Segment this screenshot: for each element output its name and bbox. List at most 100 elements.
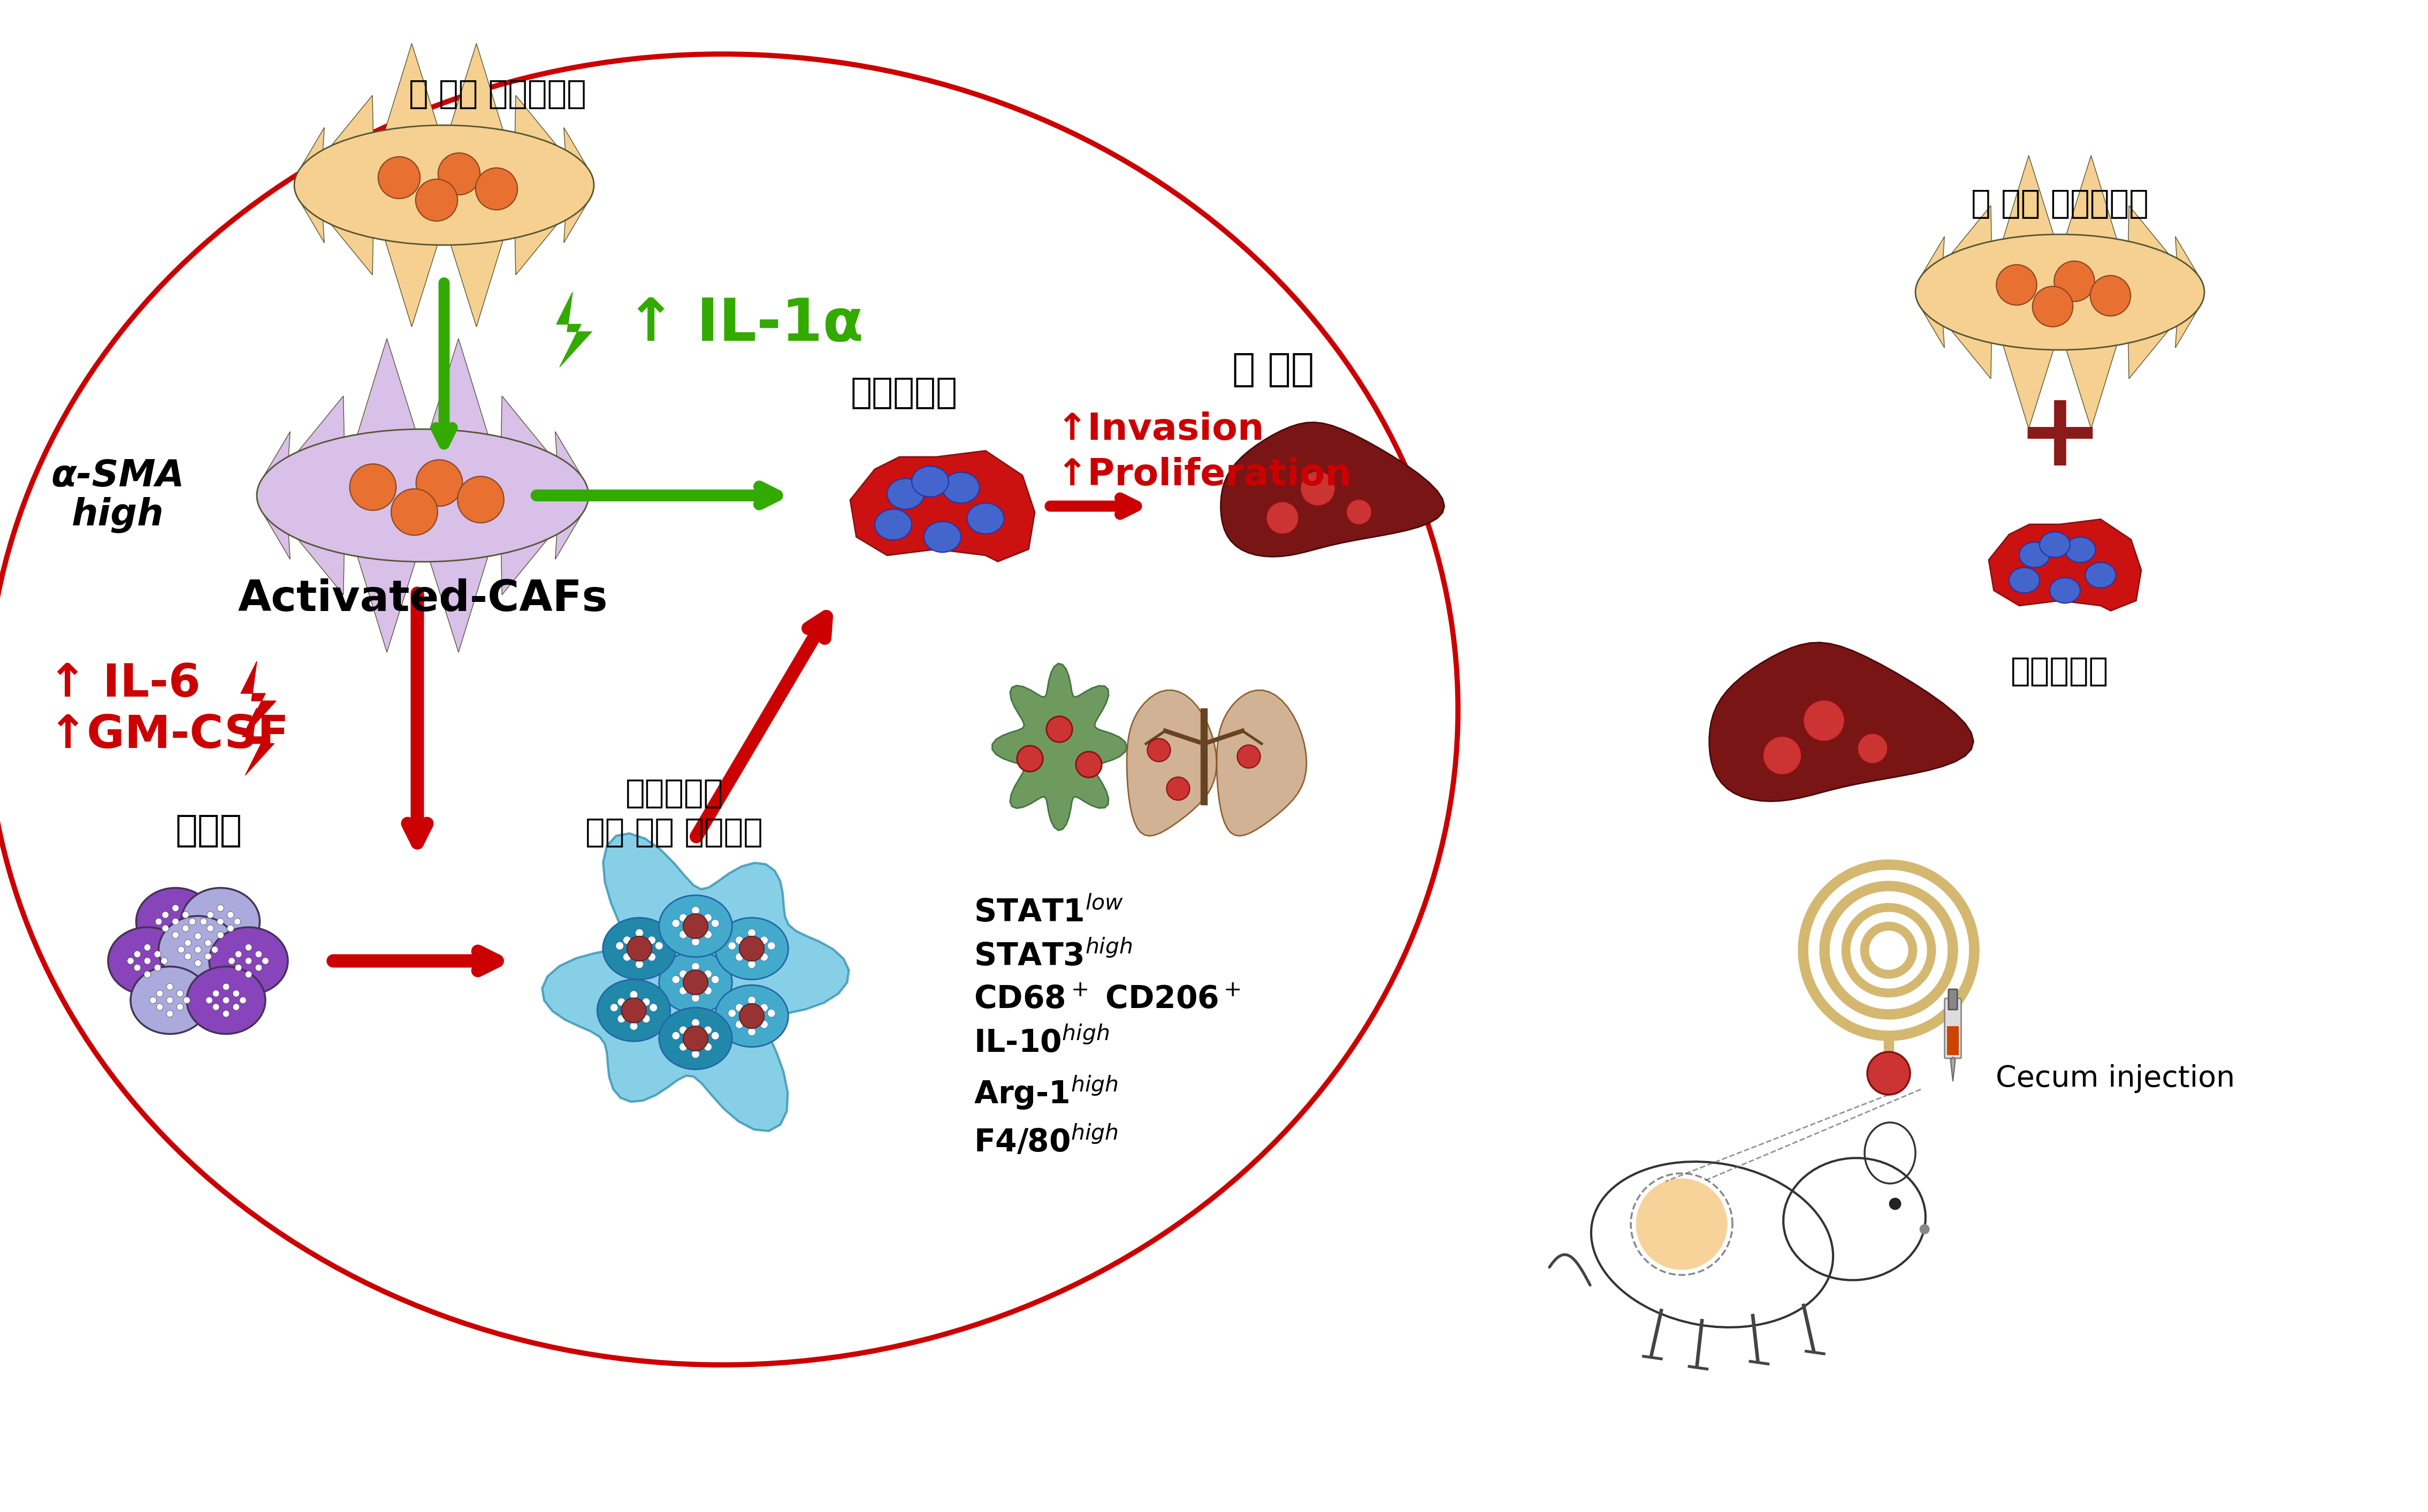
Circle shape bbox=[617, 998, 626, 1005]
Circle shape bbox=[617, 1015, 626, 1022]
Ellipse shape bbox=[109, 927, 187, 995]
Circle shape bbox=[622, 998, 646, 1022]
Circle shape bbox=[182, 925, 189, 931]
Circle shape bbox=[680, 1027, 687, 1034]
Circle shape bbox=[692, 907, 699, 915]
Circle shape bbox=[126, 957, 134, 965]
Circle shape bbox=[629, 990, 639, 998]
Circle shape bbox=[214, 1004, 219, 1010]
Circle shape bbox=[673, 1031, 680, 1040]
Polygon shape bbox=[243, 708, 274, 776]
Circle shape bbox=[656, 942, 663, 950]
Ellipse shape bbox=[158, 916, 238, 983]
Polygon shape bbox=[515, 224, 556, 275]
Ellipse shape bbox=[294, 125, 595, 245]
Circle shape bbox=[2032, 286, 2074, 327]
Circle shape bbox=[185, 939, 192, 947]
Polygon shape bbox=[556, 513, 583, 559]
Circle shape bbox=[648, 936, 656, 943]
Circle shape bbox=[692, 1051, 699, 1058]
Circle shape bbox=[233, 1004, 240, 1010]
Polygon shape bbox=[299, 201, 325, 243]
Circle shape bbox=[1804, 700, 1845, 741]
Ellipse shape bbox=[2086, 562, 2115, 588]
Circle shape bbox=[233, 990, 240, 996]
Circle shape bbox=[648, 953, 656, 962]
Text: 단핵구: 단핵구 bbox=[175, 813, 243, 848]
Circle shape bbox=[143, 943, 151, 951]
Circle shape bbox=[692, 1034, 699, 1042]
Polygon shape bbox=[1950, 1057, 1955, 1081]
Circle shape bbox=[194, 960, 202, 966]
Circle shape bbox=[704, 971, 711, 978]
Circle shape bbox=[456, 476, 505, 523]
Polygon shape bbox=[452, 44, 503, 130]
Circle shape bbox=[168, 1010, 172, 1018]
Text: 암 연관 섬유모세포: 암 연관 섬유모세포 bbox=[1972, 189, 2149, 219]
Polygon shape bbox=[1709, 643, 1974, 801]
Polygon shape bbox=[556, 431, 583, 478]
Circle shape bbox=[228, 912, 233, 918]
Ellipse shape bbox=[602, 918, 675, 980]
Ellipse shape bbox=[2049, 578, 2081, 603]
Circle shape bbox=[728, 942, 736, 950]
Polygon shape bbox=[556, 292, 592, 367]
Circle shape bbox=[391, 488, 437, 535]
Text: STAT1$^{low}$
STAT3$^{high}$
CD68$^+$ CD206$^+$
IL-10$^{high}$
Arg-1$^{high}$
F4: STAT1$^{low}$ STAT3$^{high}$ CD68$^+$ CD… bbox=[974, 897, 1241, 1158]
Circle shape bbox=[711, 919, 719, 927]
Ellipse shape bbox=[2008, 567, 2040, 593]
Circle shape bbox=[760, 936, 767, 943]
Circle shape bbox=[1921, 1225, 1930, 1234]
Polygon shape bbox=[262, 431, 289, 478]
Circle shape bbox=[636, 945, 643, 953]
Circle shape bbox=[223, 996, 228, 1004]
Text: 대장암세포: 대장암세포 bbox=[2010, 656, 2110, 688]
Text: 종양촉진성
종양 연관 대식세포: 종양촉진성 종양 연관 대식세포 bbox=[585, 779, 762, 848]
Circle shape bbox=[636, 960, 643, 968]
Circle shape bbox=[1996, 265, 2037, 305]
Circle shape bbox=[163, 912, 170, 918]
Circle shape bbox=[151, 996, 155, 1004]
Circle shape bbox=[177, 990, 185, 996]
Circle shape bbox=[476, 168, 517, 210]
Circle shape bbox=[168, 983, 172, 990]
Polygon shape bbox=[262, 513, 289, 559]
Circle shape bbox=[704, 1027, 711, 1034]
Ellipse shape bbox=[257, 429, 588, 562]
Ellipse shape bbox=[2040, 532, 2071, 558]
Ellipse shape bbox=[716, 918, 789, 980]
Circle shape bbox=[216, 918, 223, 925]
Circle shape bbox=[736, 1004, 743, 1012]
Ellipse shape bbox=[209, 927, 289, 995]
Text: Activated-CAFs: Activated-CAFs bbox=[238, 579, 607, 620]
Circle shape bbox=[172, 904, 180, 912]
Circle shape bbox=[636, 928, 643, 937]
Circle shape bbox=[255, 965, 262, 971]
Circle shape bbox=[153, 965, 160, 971]
Circle shape bbox=[228, 925, 233, 931]
Text: α-SMA
high: α-SMA high bbox=[51, 458, 185, 532]
Circle shape bbox=[415, 178, 456, 221]
Circle shape bbox=[236, 965, 243, 971]
Circle shape bbox=[194, 933, 202, 939]
Polygon shape bbox=[993, 664, 1127, 830]
Polygon shape bbox=[1952, 206, 1991, 254]
Circle shape bbox=[379, 157, 420, 198]
Circle shape bbox=[748, 996, 755, 1004]
Circle shape bbox=[692, 1019, 699, 1027]
Circle shape bbox=[704, 913, 711, 922]
Circle shape bbox=[255, 951, 262, 957]
Circle shape bbox=[245, 943, 253, 951]
Circle shape bbox=[692, 978, 699, 986]
Circle shape bbox=[153, 951, 160, 957]
Circle shape bbox=[216, 904, 223, 912]
Polygon shape bbox=[515, 95, 556, 145]
Ellipse shape bbox=[658, 951, 733, 1013]
Circle shape bbox=[415, 460, 461, 507]
Circle shape bbox=[682, 971, 709, 995]
Circle shape bbox=[204, 939, 211, 947]
Circle shape bbox=[741, 1004, 765, 1028]
Polygon shape bbox=[2066, 345, 2117, 429]
Polygon shape bbox=[386, 240, 437, 327]
Polygon shape bbox=[330, 224, 374, 275]
